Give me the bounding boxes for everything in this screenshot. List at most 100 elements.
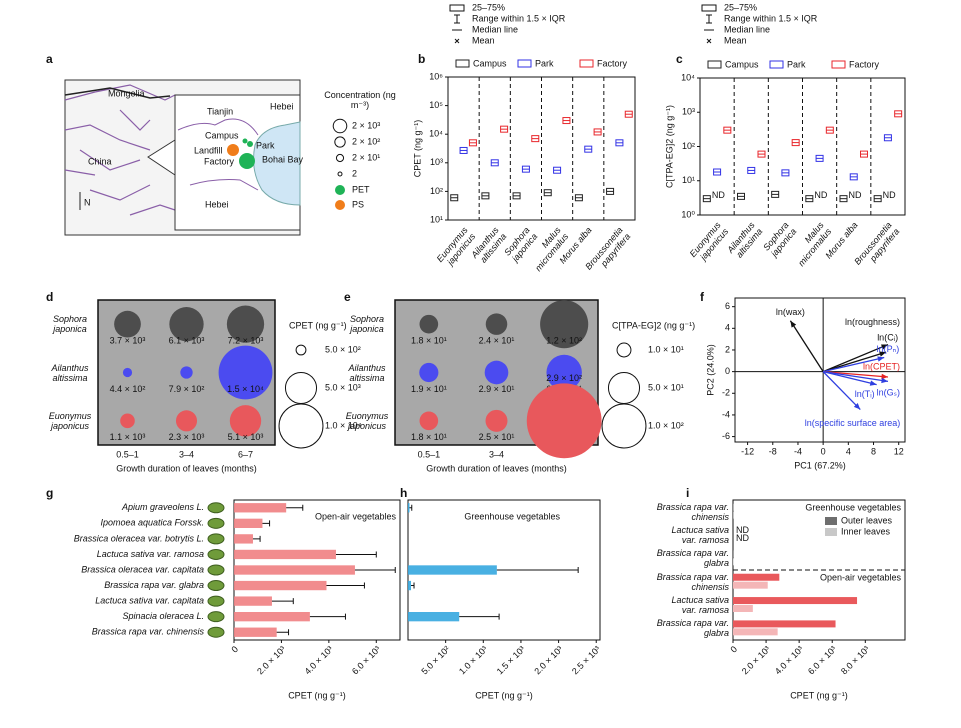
value-label: 2.9 × 10¹ [479,384,515,394]
bar [408,580,412,591]
x-axis-label: CPET (ng g⁻¹) [475,690,533,700]
x-tick-label: 6–7 [238,449,253,459]
x-tick-label: -4 [794,446,802,456]
y-tick-label: 10¹ [430,214,443,224]
row-label: Ailanthus altissima [51,362,89,383]
bar [733,620,836,628]
map: Mongolia China Tianjin Hebei Campus Park… [46,52,304,236]
x-axis-label: Growth duration of leaves (months) [426,463,567,473]
vegetable-icon [207,626,225,638]
y-tick-label: -6 [722,431,730,441]
vector [823,356,885,373]
x-tick-label: 6.0 × 10³ [350,644,382,676]
legend-title: Concentration (ng m⁻³) [324,90,396,110]
vector [822,371,861,410]
x-tick-label: 2.5 × 10³ [570,644,602,676]
legend-swatch [579,59,594,68]
bar [234,518,263,528]
row-label: Ailanthus altissima [348,362,386,383]
vector-label: ln(Pₙ) [877,344,900,354]
bubble [485,409,508,432]
legend-icon [706,38,712,44]
north-label: N [84,197,91,207]
bubble [229,405,262,437]
panel-letter: g [46,486,53,500]
size-legend-marker [616,342,632,358]
category-label: Lactuca sativa var. ramosa [671,595,729,615]
x-tick-label: -12 [741,446,754,456]
size-legend-label: 1.0 × 10² [648,420,684,430]
panel-letter: e [344,290,351,304]
error-bar [271,598,294,605]
y-tick-label: 6 [725,301,730,311]
size-legend-marker [601,403,647,449]
place-label: China [88,156,112,166]
vegetable-icon [207,595,225,607]
x-tick-label: 8.0 × 10³ [839,644,871,676]
type-legend-marker [335,200,345,210]
legend-swatch [455,59,470,68]
x-tick-label: 5.0 × 10² [419,644,451,676]
vector [823,370,889,383]
legend-label: 25–75% [472,2,505,12]
bar [733,605,753,612]
value-label: 2.5 × 10¹ [479,432,515,442]
x-tick-label: 3–4 [489,449,504,459]
error-bar [286,504,304,511]
size-legend-marker [607,371,641,405]
value-label: 1.8 × 10¹ [411,336,447,346]
bubble [485,313,508,335]
error-bar [354,567,396,573]
bar [234,612,310,622]
x-tick-label: 0 [229,644,240,655]
legend-swatch [825,517,837,525]
value-label: 4.4 × 10² [110,384,146,394]
y-axis-label: C[TPA-EG]2 (ng g⁻¹) [664,105,674,188]
x-tick-label: 4.0 × 10³ [303,644,335,676]
x-tick-label: 8 [871,446,876,456]
category-label: Brassica rapa var. chinensis [656,501,729,522]
error-bar [335,551,377,558]
legend-label: Inner leaves [841,526,891,536]
x-axis-label: CPET (ng g⁻¹) [790,690,848,700]
value-label: 1.2 × 10² [546,336,582,346]
bubble [526,383,602,459]
bubble [540,300,589,349]
vector-label: ln(roughness) [845,317,900,327]
y-tick-label: 10⁶ [429,71,443,81]
legend-swatch [517,59,532,68]
legend-label: Median line [472,24,518,34]
size-legend-title: C[TPA-EG]2 (ng g⁻¹) [612,320,695,330]
vector-label: ln(Gₛ) [877,388,900,398]
row-label: Sophora japonica [52,314,88,335]
legend-icon [454,14,460,24]
vegetable-icon [207,548,225,560]
annotation: ND [814,190,827,200]
size-legend-marker [337,171,343,177]
type-legend-label: PET [352,184,370,194]
inset-boundary [177,118,259,191]
panel-letter: d [46,290,53,304]
category-label: Brassica rapa var. chinensis [92,627,205,637]
value-label: 2.3 × 10³ [169,432,205,442]
value-label: 7.2 × 10³ [228,336,264,346]
bar [733,597,858,605]
size-legend-label: 5.0 × 10³ [325,382,361,392]
size-legend-marker [284,371,318,405]
error-bar [252,535,261,542]
x-tick-label: 2.0 × 10³ [255,644,287,676]
value-label: ND [736,533,749,543]
y-tick-label: 2 [725,344,730,354]
size-legend-label: 5.0 × 10¹ [648,382,684,392]
bubble [546,354,582,391]
bubble [122,367,133,378]
vegetable-icon [207,533,225,545]
x-tick-label: 4.0 × 10³ [773,644,805,676]
arrow-head [881,344,888,350]
arrow-head [881,373,888,380]
bubble [180,366,193,379]
place-label: Bohai Bay [262,154,304,164]
vector [822,343,889,373]
